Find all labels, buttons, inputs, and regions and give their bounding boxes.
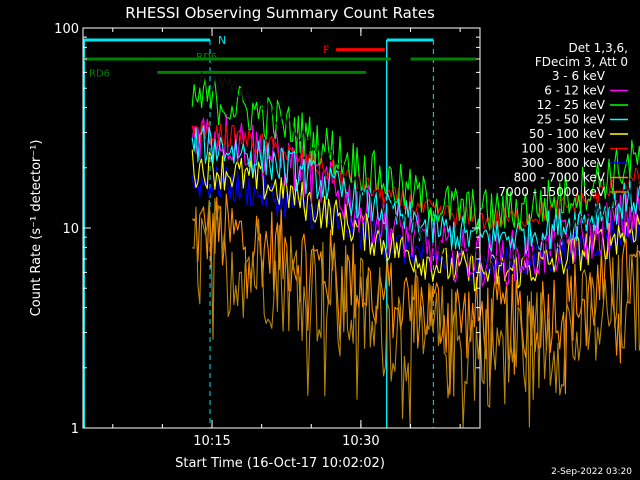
legend-header-1: Det 1,3,6, — [569, 41, 629, 55]
legend-entry-label: 12 - 25 keV — [537, 98, 606, 112]
chart-title: RHESSI Observing Summary Count Rates — [125, 4, 435, 22]
legend-entry-label: 6 - 12 keV — [544, 84, 606, 98]
rd-label: RD6 — [196, 52, 217, 63]
y-tick-label: 100 — [54, 22, 79, 37]
footer-timestamp: 2-Sep-2022 03:20 — [551, 467, 632, 477]
x-tick-label: 10:30 — [342, 434, 379, 449]
y-tick-label: 10 — [62, 222, 79, 237]
series-line — [191, 78, 640, 235]
y-axis-label: Count Rate (s⁻¹ detector⁻¹) — [29, 140, 44, 317]
series-line — [191, 149, 640, 292]
legend-entry-label: 25 - 50 keV — [537, 113, 606, 127]
legend-entry-label: 7000 - 15000 keV — [498, 185, 605, 199]
tick-group: 10:15 10:30 1 10 100 — [54, 22, 480, 449]
series-line — [192, 71, 640, 270]
series-line — [192, 197, 640, 428]
rd-label: RD6 — [89, 68, 110, 79]
legend-entry-label: 300 - 800 keV — [521, 156, 605, 170]
legend-entry-label: 800 - 7000 keV — [514, 171, 606, 185]
legend-header-2: FDecim 3, Att 0 — [535, 55, 628, 69]
y-tick-label: 1 — [71, 422, 79, 437]
legend-entry-label: 50 - 100 keV — [529, 127, 606, 141]
night-label: N — [218, 34, 226, 47]
x-axis-label: Start Time (16-Oct-17 10:02:02) — [175, 456, 385, 471]
x-tick-label: 10:15 — [193, 434, 230, 449]
legend-entry-label: 3 - 6 keV — [552, 69, 606, 83]
flare-label: F — [323, 44, 329, 57]
legend-entry-label: 100 - 300 keV — [521, 142, 605, 156]
series-line — [191, 125, 640, 254]
